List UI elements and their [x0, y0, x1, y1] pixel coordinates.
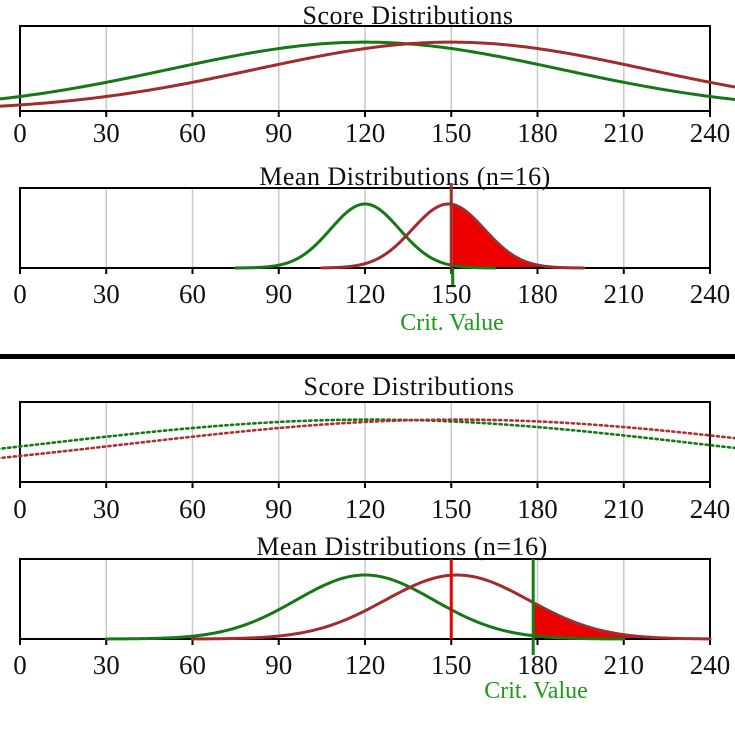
axis-tick-label: 90 [265, 494, 292, 524]
axis-tick-label: 90 [265, 118, 292, 148]
axis-tick-label: 240 [690, 118, 731, 148]
axis-tick-label: 90 [265, 279, 292, 309]
axis-tick-label: 210 [604, 279, 645, 309]
axis-tick-label: 120 [345, 650, 386, 680]
axis-tick-label: 60 [179, 279, 206, 309]
axis-tick-label: 30 [93, 118, 120, 148]
axis-tick-label: 90 [265, 650, 292, 680]
shaded-rejection-region [452, 204, 584, 268]
mean-distributions-bottom-chart: 0 30 60 90 120 150 180 210 240 [13, 558, 731, 680]
green-score-curve-dotted [0, 418, 735, 451]
axis-tick-label: 150 [431, 494, 472, 524]
mean-distributions-top-chart: 0 30 60 90 120 150 180 210 240 [13, 183, 731, 309]
axis-tick-label: 60 [179, 650, 206, 680]
axis-tick-label: 150 [431, 650, 472, 680]
chart-title: Mean Distributions (n=16) [256, 532, 548, 561]
green-mean-curve [104, 573, 626, 641]
shaded-rejection-region [533, 602, 710, 639]
axis-tick-label: 240 [690, 279, 731, 309]
axis-tick-label: 150 [431, 118, 472, 148]
score-distributions-bottom-chart: 0 30 60 90 120 150 180 210 240 [0, 401, 735, 524]
axis-tick-label: 120 [345, 279, 386, 309]
axis-tick-label: 180 [517, 118, 558, 148]
axis-tick-label: 180 [517, 279, 558, 309]
crit-value-label: Crit. Value [484, 678, 588, 704]
axis-tick-label: 60 [179, 118, 206, 148]
axis-tick-label: 30 [93, 650, 120, 680]
axis-tick-label: 60 [179, 494, 206, 524]
chart-title: Mean Distributions (n=16) [259, 162, 551, 191]
axis-tick-label: 120 [345, 494, 386, 524]
axis-tick-label: 180 [517, 650, 558, 680]
axis-tick-label: 0 [13, 279, 27, 309]
axis-tick-label: 0 [13, 650, 27, 680]
axis-tick-label: 0 [13, 118, 27, 148]
axis-tick-label: 240 [690, 650, 731, 680]
axis-tick-label: 30 [93, 494, 120, 524]
axis-tick-label: 210 [604, 118, 645, 148]
axis-tick-label: 120 [345, 118, 386, 148]
red-score-curve-dotted [0, 418, 735, 460]
axis-tick-label: 30 [93, 279, 120, 309]
axis-tick-label: 0 [13, 494, 27, 524]
panel-divider [0, 354, 735, 359]
score-distributions-top-chart: 0 30 60 90 120 150 180 210 240 [0, 25, 735, 148]
crit-value-label: Crit. Value [400, 310, 504, 336]
axis-tick-label: 240 [690, 494, 731, 524]
green-score-curve [0, 40, 735, 102]
chart-title: Score Distributions [303, 372, 515, 401]
axis-tick-label: 210 [604, 650, 645, 680]
axis-tick-label: 210 [604, 494, 645, 524]
axis-tick-label: 180 [517, 494, 558, 524]
red-score-curve [0, 40, 735, 108]
